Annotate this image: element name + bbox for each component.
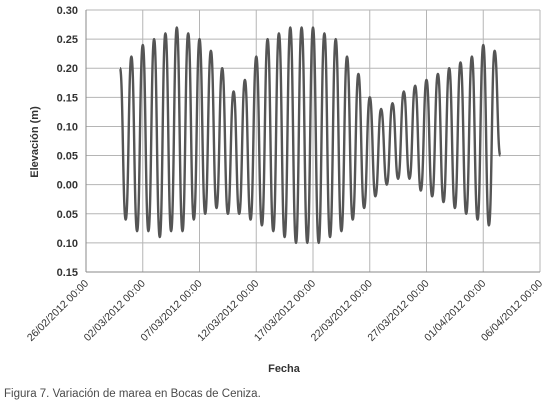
- x-tick-label: 22/03/2012 00:00: [309, 278, 375, 344]
- x-tick-label: 01/04/2012 00:00: [422, 278, 488, 344]
- x-tick-label: 17/03/2012 00:00: [252, 278, 318, 344]
- y-tick-label: 0.15: [57, 92, 78, 104]
- y-tick-label: 0.15: [57, 267, 78, 279]
- x-tick-label: 12/03/2012 00:00: [195, 278, 261, 344]
- x-tick-label: 06/04/2012 00:00: [479, 278, 544, 344]
- y-axis-label: Elevación (m): [29, 106, 41, 178]
- x-tick-label: 07/03/2012 00:00: [138, 278, 204, 344]
- y-tick-label: 0.10: [57, 238, 78, 250]
- y-tick-label: 0.25: [57, 34, 78, 46]
- y-tick-label: 0.20: [57, 63, 78, 75]
- gridlines: [85, 9, 541, 273]
- y-tick-label: 0.05: [57, 151, 78, 163]
- x-tick-label: 27/03/2012 00:00: [365, 278, 431, 344]
- elevation-series-line: [118, 26, 502, 245]
- y-tick-label: 0.00: [57, 180, 78, 192]
- x-tick-label: 02/03/2012 00:00: [82, 278, 148, 344]
- figure-caption: Figura 7. Variación de marea en Bocas de…: [4, 388, 261, 400]
- y-tick-label: 0.10: [57, 121, 78, 133]
- y-tick-labels: 0.30 0.25 0.20 0.15 0.10 0.05 0.00 0.05 0.10 0.15: [57, 5, 78, 279]
- y-tick-label: 0.05: [57, 209, 78, 221]
- x-axis-label: Fecha: [268, 363, 301, 375]
- y-tick-label: 0.30: [57, 5, 78, 17]
- x-tick-label: 26/02/2012 00:00: [25, 278, 91, 344]
